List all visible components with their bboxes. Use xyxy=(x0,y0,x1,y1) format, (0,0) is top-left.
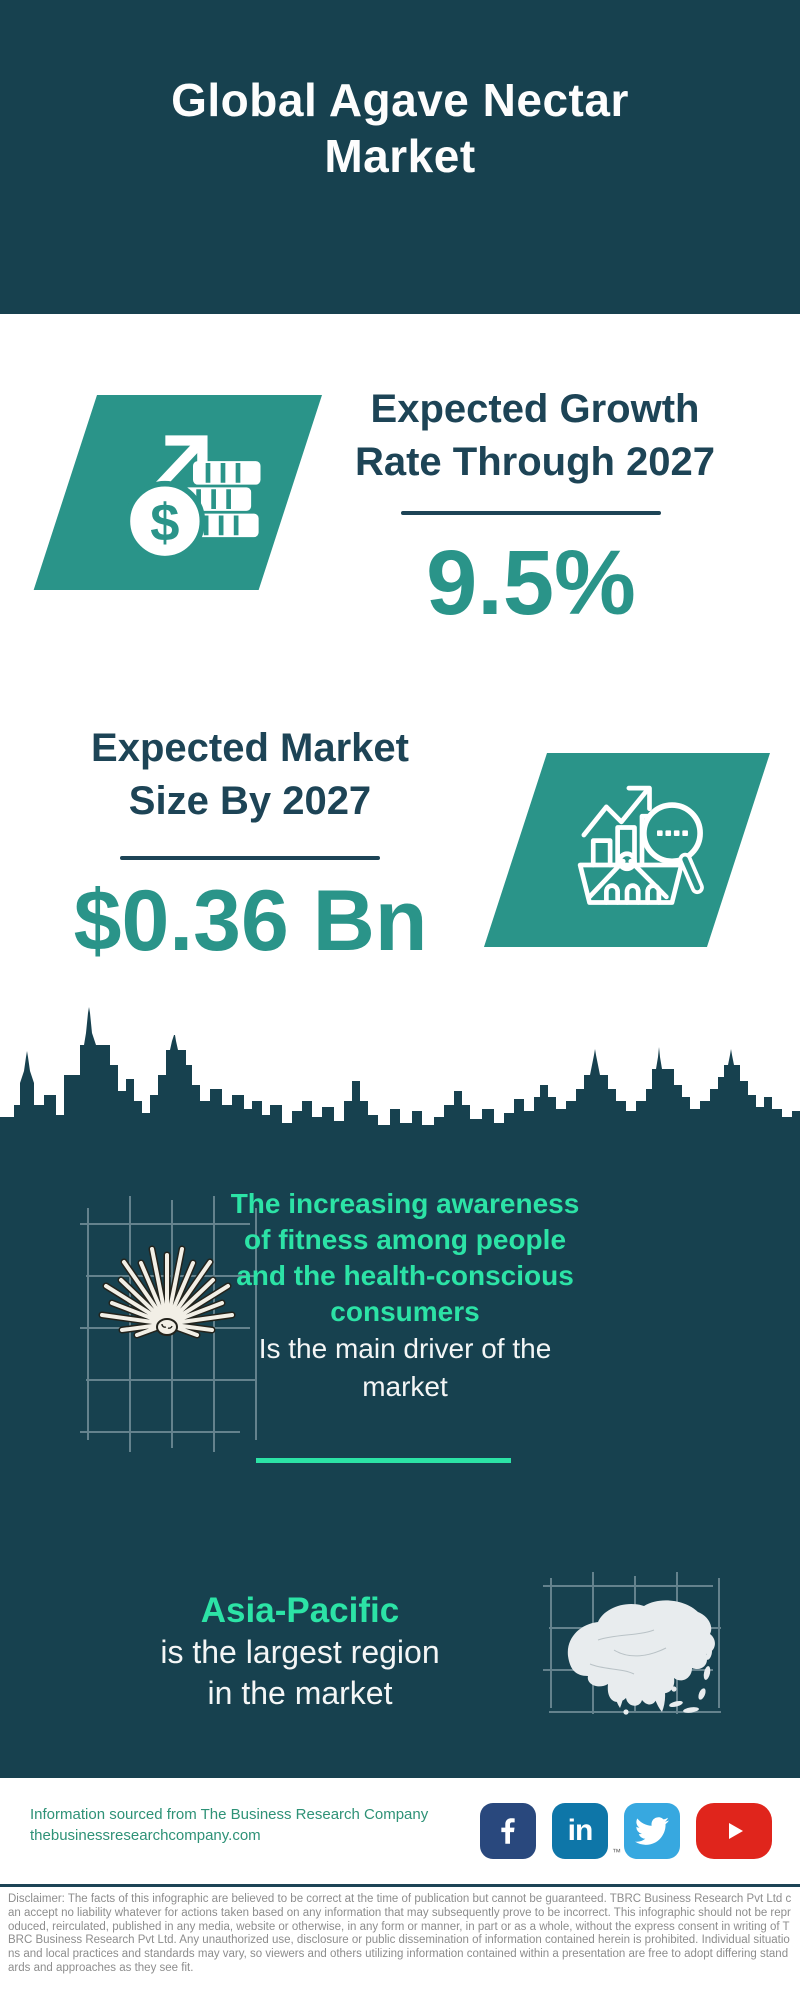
youtube-icon[interactable] xyxy=(696,1803,772,1859)
twitter-icon[interactable] xyxy=(624,1803,680,1859)
header-banner: Global Agave Nectar Market xyxy=(0,0,800,314)
region-line1: is the largest region xyxy=(160,1634,440,1670)
asia-map-icon xyxy=(567,1600,715,1715)
source-attribution: Information sourced from The Business Re… xyxy=(30,1804,428,1846)
facebook-icon[interactable] xyxy=(480,1803,536,1859)
market-size-divider xyxy=(120,856,380,860)
driver-normal-line1: Is the main driver of the xyxy=(258,1333,552,1364)
market-size-heading-line1: Expected Market xyxy=(91,726,409,770)
growth-divider xyxy=(401,511,661,515)
largest-region-text: Asia-Pacific is the largest region in th… xyxy=(60,1590,540,1714)
linkedin-icon[interactable]: in xyxy=(552,1803,608,1859)
region-name: Asia-Pacific xyxy=(200,1591,400,1630)
driver-normal-line2: market xyxy=(362,1371,448,1402)
disclaimer-divider xyxy=(0,1884,800,1887)
disclaimer-text: Disclaimer: The facts of this infographi… xyxy=(8,1893,792,1974)
growth-rate-value: 9.5% xyxy=(426,532,636,634)
social-links: in xyxy=(480,1803,772,1859)
market-size-value: $0.36 Bn xyxy=(73,873,428,969)
growth-icon: $ xyxy=(33,395,323,590)
page-title-line1: Global Agave Nectar xyxy=(171,74,629,126)
market-size-heading: Expected Market Size By 2027 xyxy=(55,722,445,828)
section-divider xyxy=(256,1458,511,1463)
city-skyline xyxy=(0,1007,800,1165)
page-title: Global Agave Nectar Market xyxy=(0,0,800,184)
region-line2: in the market xyxy=(207,1675,393,1711)
driver-highlight-line4: consumers xyxy=(330,1296,480,1327)
page-title-line2: Market xyxy=(324,130,476,183)
driver-highlight-line1: The increasing awareness xyxy=(230,1188,580,1219)
growth-heading: Expected Growth Rate Through 2027 xyxy=(340,383,730,489)
market-size-icon xyxy=(483,753,770,947)
market-size-heading-line2: Size By 2027 xyxy=(128,778,372,823)
svg-text:$: $ xyxy=(150,493,179,552)
growth-heading-line2: Rate Through 2027 xyxy=(354,439,716,484)
driver-highlight-line2: of fitness among people xyxy=(243,1224,567,1255)
driver-highlight-line3: and the health-conscious xyxy=(236,1260,574,1291)
growth-heading-line1: Expected Growth xyxy=(370,387,700,431)
growth-arrow-coins-icon: $ xyxy=(124,434,260,561)
linkedin-label: in xyxy=(567,1814,594,1847)
agave-plant-icon xyxy=(98,1245,236,1339)
source-line1: Information sourced from The Business Re… xyxy=(30,1806,429,1823)
source-website[interactable]: thebusinessresearchcompany.com xyxy=(30,1827,261,1844)
chart-magnifier-icon xyxy=(577,785,704,905)
market-driver-text: The increasing awareness of fitness amon… xyxy=(205,1186,605,1406)
linkedin-trademark: ™ xyxy=(612,1847,621,1857)
